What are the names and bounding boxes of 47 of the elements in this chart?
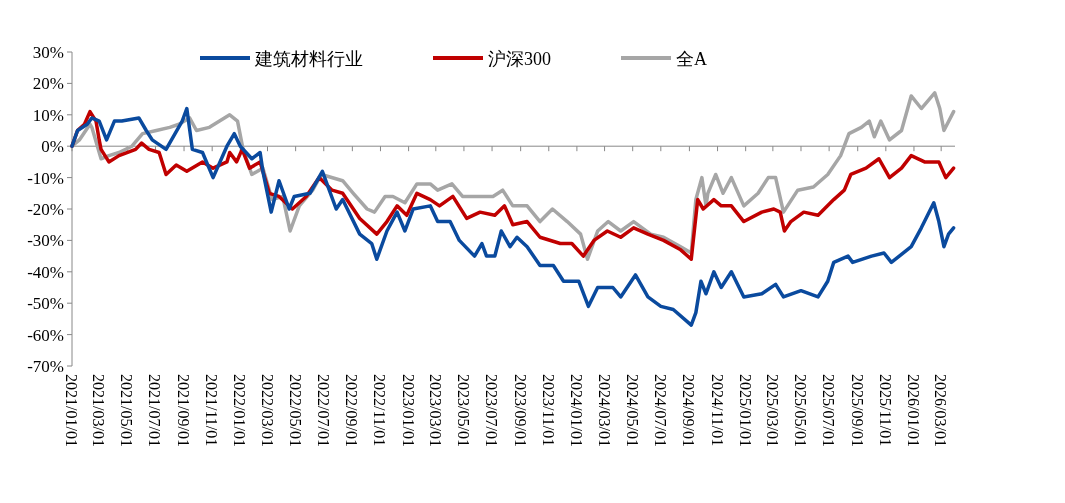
y-tick-label: 10% [32,105,64,125]
y-tick-label: -20% [27,200,64,219]
x-tick-label: 2022/05/01 [286,374,304,447]
x-tick-label: 2024/07/01 [651,374,669,447]
x-tick-label: 2021/07/01 [146,374,164,447]
x-tick-label: 2024/05/01 [623,374,641,447]
x-tick-label: 2025/09/01 [848,374,866,447]
x-tick-label: 2023/11/01 [539,374,557,447]
x-tick-label: 2023/03/01 [426,374,444,447]
x-tick-label: 2021/03/01 [90,374,108,447]
x-tick-label: 2023/01/01 [399,374,417,447]
y-tick-label: -70% [27,357,64,376]
y-tick-label: -10% [27,168,64,188]
y-tick-label: 0% [41,137,64,157]
x-tick-label: 2021/05/01 [118,374,136,447]
x-tick-label: 2024/09/01 [680,374,698,447]
x-tick-label: 2025/01/01 [736,374,754,447]
x-tick-label: 2021/09/01 [175,374,193,447]
legend-label: 全A [676,49,707,69]
y-tick-label: -30% [27,231,64,251]
y-tick-label: 30% [32,43,64,62]
x-tick-label: 2026/01/01 [904,374,922,447]
x-tick-label: 2025/11/01 [876,374,894,447]
x-tick-label: 2022/09/01 [343,374,361,447]
line-series [70,106,956,327]
x-tick-label: 2022/11/01 [371,374,389,447]
legend-label: 沪深300 [488,49,551,69]
y-tick-label: 20% [32,74,64,94]
x-tick-label: 2025/07/01 [820,374,838,447]
x-tick-label: 2026/03/01 [932,374,950,447]
x-tick-label: 2023/05/01 [454,374,472,447]
x-tick-label: 2025/03/01 [763,374,781,447]
y-tick-label: -60% [27,325,64,345]
x-tick-label: 2021/11/01 [203,374,221,447]
x-tick-label: 2024/11/01 [708,374,726,447]
y-tick-label: -50% [27,294,64,314]
x-tick-label: 2025/05/01 [791,374,809,447]
x-tick-label: 2023/07/01 [483,374,501,447]
x-tick-label: 2022/03/01 [258,374,276,447]
x-tick-label: 2024/03/01 [595,374,613,447]
y-tick-label: -40% [27,262,64,282]
x-tick-label: 2022/07/01 [314,374,332,447]
x-tick-label: 2022/01/01 [231,374,249,447]
x-tick-label: 2024/01/01 [567,374,585,447]
x-tick-label: 2021/01/01 [63,374,80,447]
legend-label: 建筑材料行业 [254,49,363,69]
x-tick-label: 2023/09/01 [511,374,529,447]
